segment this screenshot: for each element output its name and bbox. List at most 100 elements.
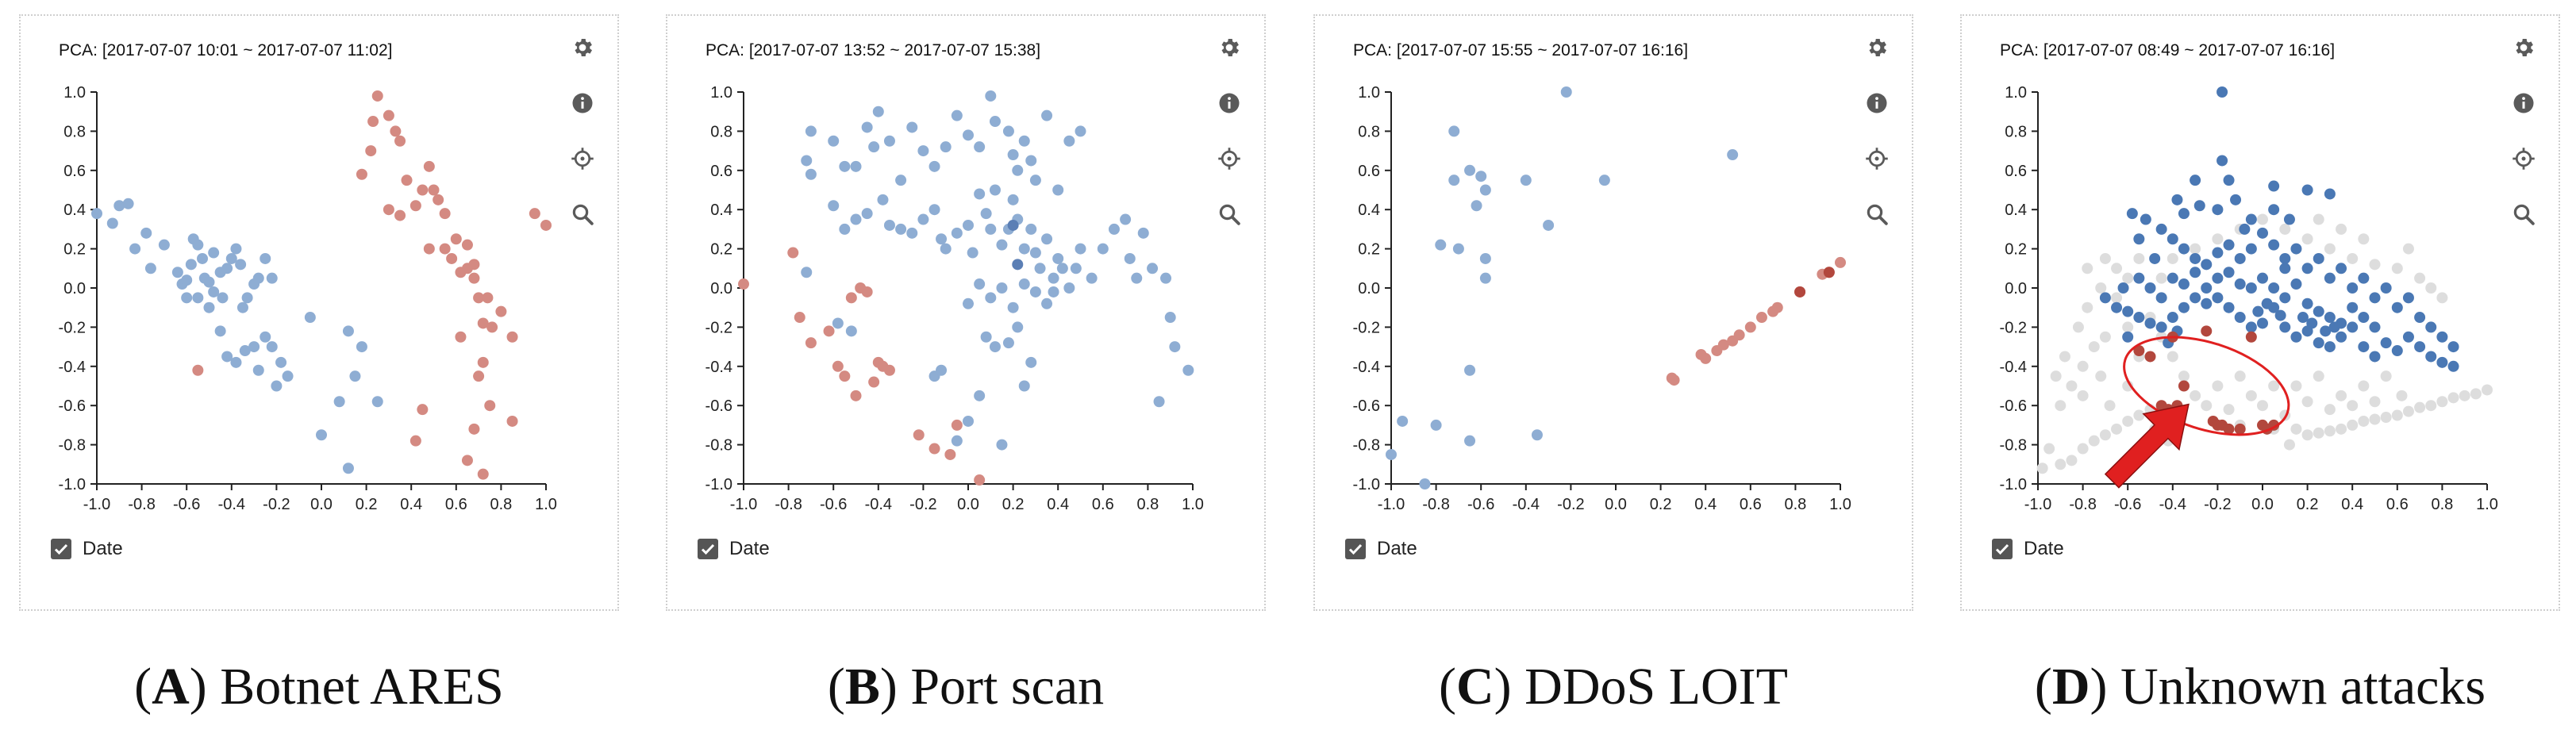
data-point-normal (951, 227, 963, 239)
zoom-icon[interactable] (1213, 198, 1245, 230)
data-point-attack (1835, 256, 1846, 268)
data-point-attack (461, 455, 473, 466)
points-layer (91, 90, 552, 480)
data-point-attack (401, 175, 413, 186)
crosshair-icon[interactable] (1213, 143, 1245, 175)
crosshair-icon[interactable] (1861, 143, 1893, 175)
data-point-attack (832, 360, 844, 372)
data-point-background (2095, 282, 2107, 294)
data-point-background (2402, 405, 2414, 417)
y-tick-label: -0.6 (59, 397, 86, 415)
data-point-normal (1448, 125, 1460, 137)
checkmark-icon (54, 543, 68, 555)
data-point-normal (91, 208, 102, 220)
figure-caption: (A) Botnet ARES (134, 658, 504, 716)
data-point-normal (895, 175, 907, 186)
info-icon[interactable] (1213, 87, 1245, 119)
x-tick-label: 1.0 (1182, 496, 1204, 513)
data-point-normal (1007, 149, 1019, 161)
data-point-background (2077, 360, 2089, 372)
data-point-attack (2245, 331, 2257, 343)
data-point-normal (2391, 301, 2403, 313)
data-point-background (2155, 272, 2167, 284)
data-point-background (2257, 213, 2268, 225)
data-point-normal (883, 135, 895, 147)
zoom-icon[interactable] (567, 198, 598, 230)
points-layer (738, 90, 1194, 486)
y-tick-label: 0.4 (63, 202, 86, 219)
data-point-normal (1448, 175, 1460, 186)
data-point-normal (181, 292, 193, 304)
data-point-background (2414, 401, 2426, 413)
data-point-background (2245, 390, 2257, 401)
settings-icon[interactable] (1861, 32, 1893, 63)
data-point-normal (861, 121, 873, 133)
data-point-normal (2436, 331, 2448, 343)
x-tick-label: 0.6 (1092, 496, 1114, 513)
date-checkbox[interactable] (698, 539, 718, 559)
data-point-background (2313, 370, 2324, 382)
date-checkbox[interactable] (1992, 539, 2013, 559)
data-point-normal (1018, 278, 1030, 290)
data-point-background (2167, 351, 2178, 363)
data-point-normal (951, 435, 963, 447)
crosshair-icon[interactable] (567, 143, 598, 175)
zoom-icon[interactable] (1861, 198, 1893, 230)
date-checkbox[interactable] (1345, 539, 1366, 559)
data-point-normal (985, 223, 997, 235)
settings-icon[interactable] (1213, 32, 1245, 63)
info-icon[interactable] (1861, 87, 1893, 119)
date-checkbox[interactable] (51, 539, 71, 559)
data-point-normal (2122, 305, 2134, 317)
data-point-attack (529, 208, 540, 220)
zoom-icon[interactable] (2508, 198, 2539, 230)
data-point-normal (1002, 337, 1014, 349)
y-tick-label: 0.6 (710, 163, 732, 180)
data-point-normal (1598, 175, 1610, 186)
x-tick-label: -0.8 (1422, 496, 1449, 513)
data-point-background (2088, 435, 2100, 447)
data-point-normal (861, 208, 873, 220)
data-point-normal (996, 239, 1008, 251)
data-point-normal (917, 145, 929, 157)
info-icon[interactable] (567, 87, 598, 119)
data-point-normal (221, 263, 233, 274)
x-tick-label: -0.2 (2204, 496, 2231, 513)
x-tick-label: 0.6 (1740, 496, 1762, 513)
data-point-background (2190, 390, 2201, 401)
data-point-normal (271, 380, 283, 392)
legend: Date (51, 538, 123, 560)
crosshair-icon[interactable] (2508, 143, 2539, 175)
data-point-normal (2313, 337, 2324, 349)
data-point-normal (2324, 272, 2336, 284)
settings-icon[interactable] (2508, 32, 2539, 63)
info-icon[interactable] (2508, 87, 2539, 119)
data-point-attack (794, 312, 805, 324)
data-point-attack (845, 292, 857, 304)
y-tick-label: 1.0 (63, 84, 86, 102)
data-point-normal (936, 364, 948, 376)
settings-icon[interactable] (567, 32, 598, 63)
x-tick-label: 0.0 (1605, 496, 1627, 513)
data-point-background (2223, 404, 2235, 416)
data-point-normal (2223, 175, 2235, 186)
figure-caption: (D) Unknown attacks (2034, 658, 2486, 716)
data-point-normal (1063, 282, 1075, 294)
data-point-normal (2257, 227, 2268, 239)
x-tick-label: -0.2 (1557, 496, 1584, 513)
data-point-normal (1471, 200, 1482, 212)
data-point-background (2402, 243, 2414, 255)
data-point-normal (985, 292, 997, 304)
data-point-normal (1041, 297, 1053, 309)
data-point-normal (2369, 351, 2381, 363)
data-point-normal (2324, 312, 2336, 324)
data-point-normal (2268, 282, 2280, 294)
data-point-attack (1717, 339, 1729, 351)
legend-label: Date (2024, 538, 2064, 559)
data-point-background (2234, 370, 2246, 382)
x-tick-label: 1.0 (2476, 496, 2498, 513)
data-point-normal (2144, 317, 2156, 329)
y-tick-label: -0.8 (2000, 437, 2027, 455)
data-point-normal (1464, 435, 1476, 447)
x-tick-label: -1.0 (730, 496, 757, 513)
